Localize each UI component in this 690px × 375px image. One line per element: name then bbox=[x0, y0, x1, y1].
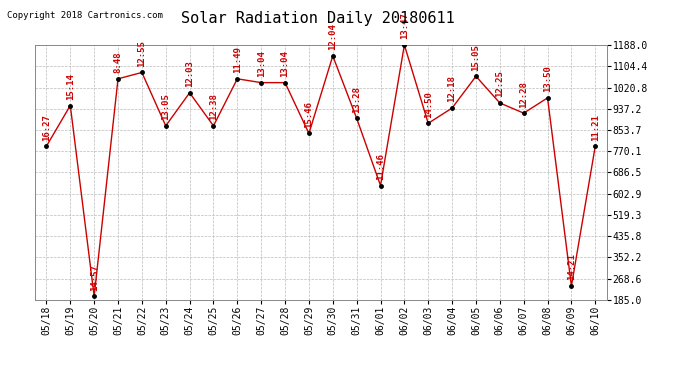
Text: 12:28: 12:28 bbox=[519, 81, 528, 108]
Text: 15:05: 15:05 bbox=[471, 44, 480, 71]
Text: 12:55: 12:55 bbox=[137, 40, 146, 67]
Text: 15:46: 15:46 bbox=[304, 101, 313, 128]
Text: 13:05: 13:05 bbox=[161, 93, 170, 120]
Text: 12:04: 12:04 bbox=[328, 24, 337, 50]
Text: 15:14: 15:14 bbox=[66, 73, 75, 100]
Text: 13:04: 13:04 bbox=[257, 50, 266, 77]
Text: Radiation  (W/m2): Radiation (W/m2) bbox=[513, 28, 602, 37]
Text: 16:27: 16:27 bbox=[42, 114, 51, 141]
Text: 14:21: 14:21 bbox=[567, 254, 576, 280]
Text: 12:25: 12:25 bbox=[495, 70, 504, 98]
Text: Solar Radiation Daily 20180611: Solar Radiation Daily 20180611 bbox=[181, 11, 454, 26]
Text: 13:50: 13:50 bbox=[543, 66, 552, 92]
Text: 14:57: 14:57 bbox=[90, 264, 99, 291]
Text: 11:21: 11:21 bbox=[591, 114, 600, 141]
Text: 14:50: 14:50 bbox=[424, 91, 433, 118]
Text: 13:04: 13:04 bbox=[281, 50, 290, 77]
Text: 12:18: 12:18 bbox=[448, 76, 457, 102]
Text: 11:46: 11:46 bbox=[376, 153, 385, 180]
Text: 12:38: 12:38 bbox=[209, 93, 218, 120]
Text: Copyright 2018 Cartronics.com: Copyright 2018 Cartronics.com bbox=[7, 11, 163, 20]
Text: 8:48: 8:48 bbox=[114, 52, 123, 73]
Text: 11:49: 11:49 bbox=[233, 46, 241, 73]
Text: 13:47: 13:47 bbox=[400, 13, 409, 39]
Text: 13:28: 13:28 bbox=[352, 86, 361, 112]
Text: 12:03: 12:03 bbox=[185, 60, 194, 87]
